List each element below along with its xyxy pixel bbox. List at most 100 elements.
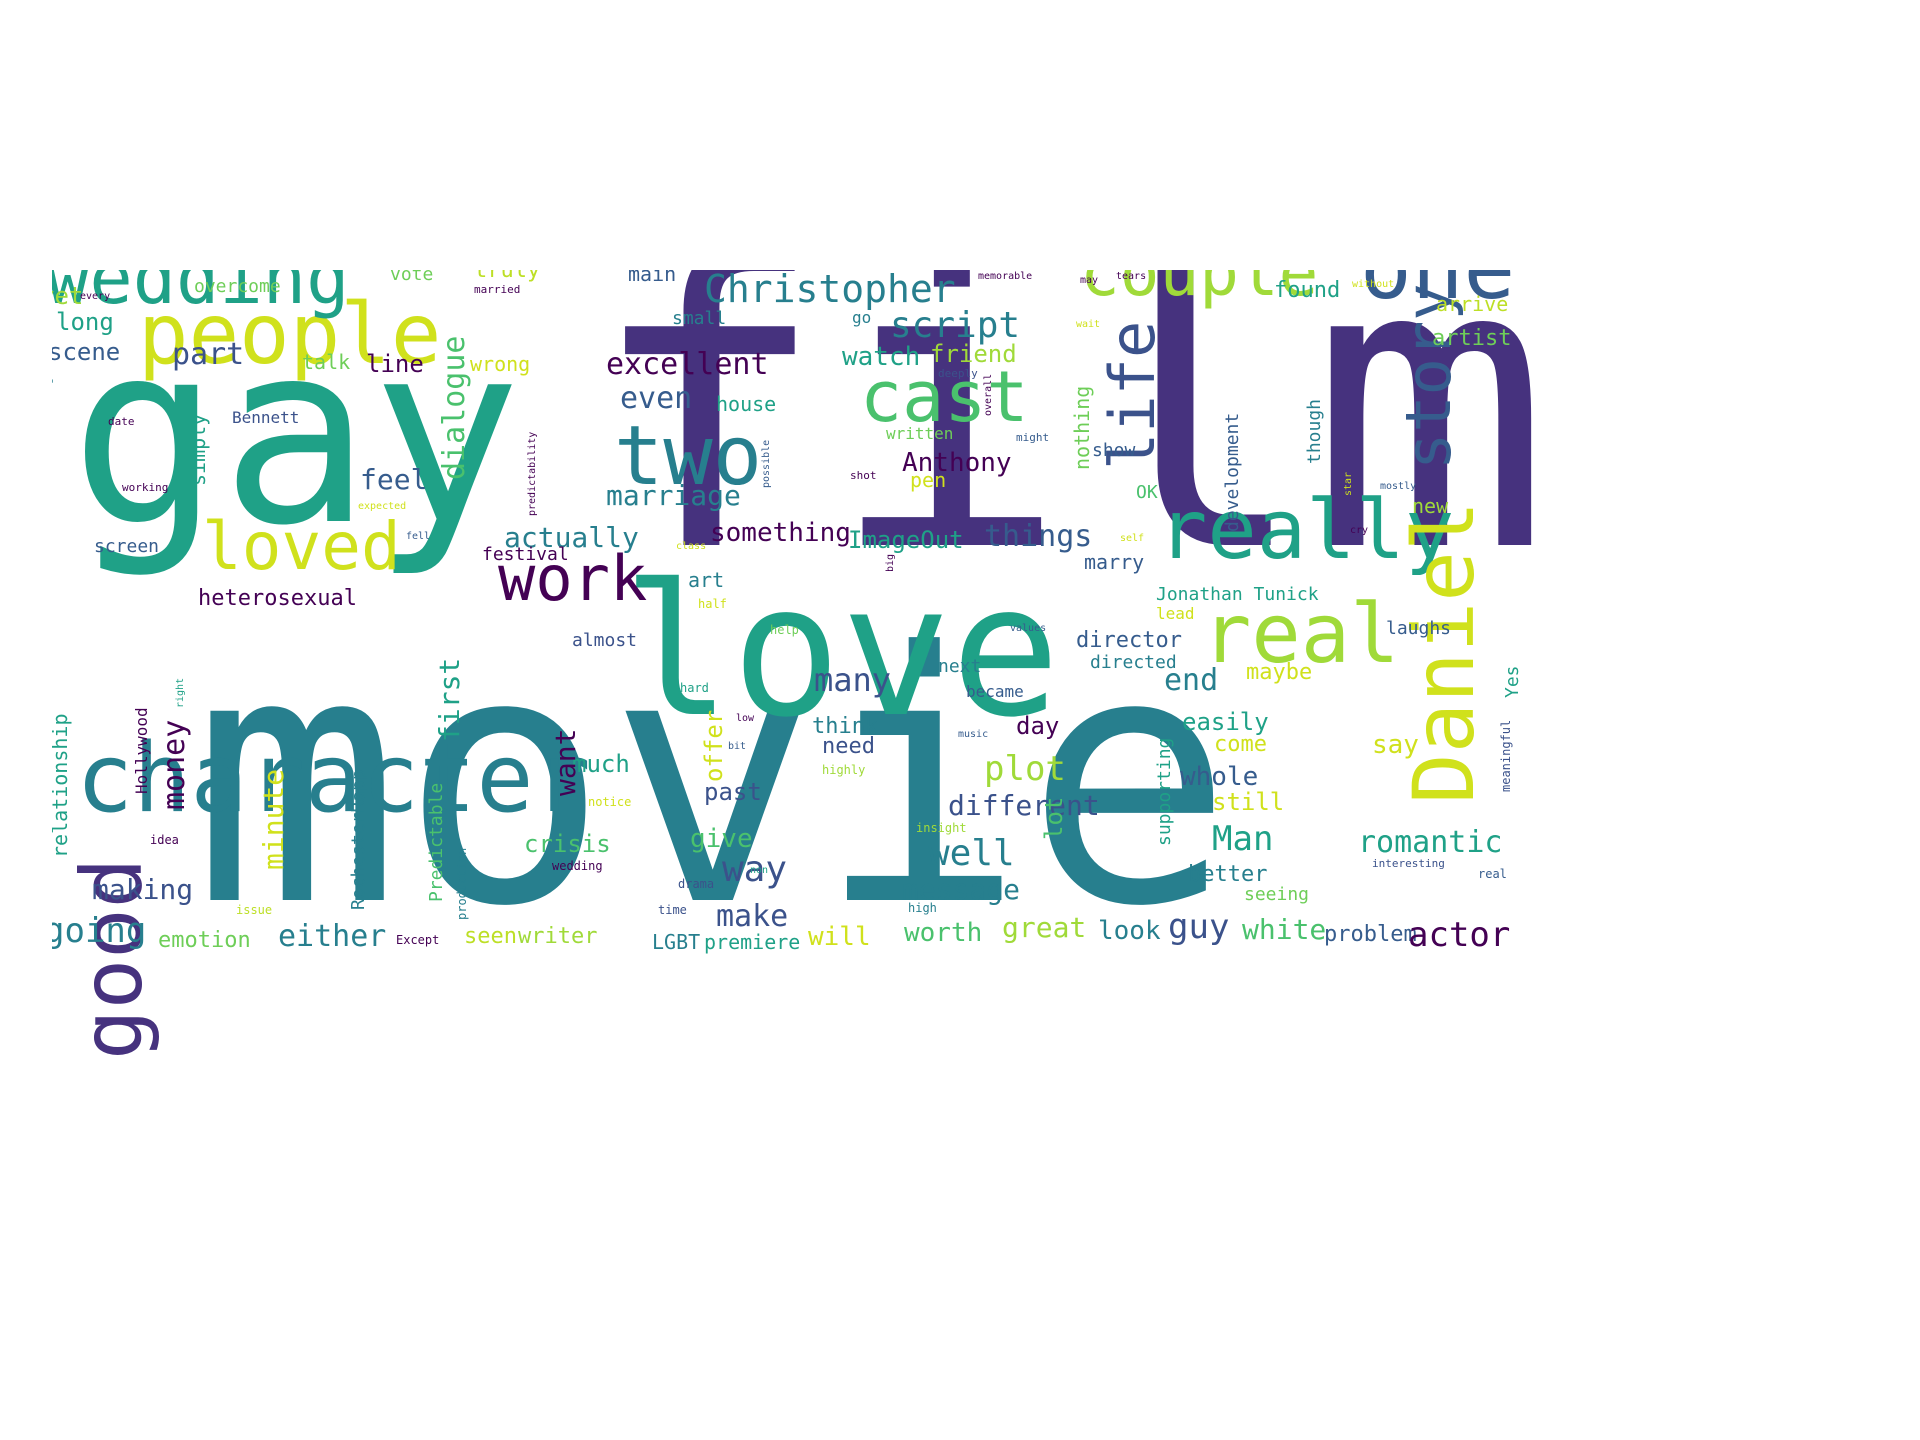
word-heterosexual: heterosexual [198, 586, 357, 611]
word-love: love [622, 545, 1061, 757]
word-memorable: memorable [978, 271, 1033, 282]
word-fell: fell [406, 531, 431, 542]
word-shot: shot [850, 469, 877, 482]
word-easily: easily [1182, 708, 1269, 736]
word-come: come [1214, 732, 1267, 757]
word-class: class [676, 541, 707, 552]
word-look: look [1098, 916, 1161, 946]
word-issue: issue [236, 903, 273, 917]
word-lead: lead [1156, 604, 1195, 623]
word-two: two [614, 409, 763, 504]
word-truly: truly [474, 270, 541, 283]
word-except: Except [396, 933, 440, 947]
word-film: film [587, 270, 1551, 640]
word-hollywood: Hollywood [132, 707, 151, 794]
word-much: much [572, 750, 630, 778]
word-want: want [549, 728, 582, 796]
word-insight: insight [916, 821, 967, 835]
word-day: day [1016, 712, 1060, 740]
word-possible: possible [761, 439, 772, 488]
word-screen: screen [94, 536, 160, 557]
word-big: big [885, 553, 896, 572]
word-actor: actor [1408, 915, 1511, 955]
word-overall: overall [983, 373, 994, 416]
word-real: real [1202, 587, 1400, 682]
word-something: something [710, 518, 851, 548]
word-avoiding: avoiding [52, 377, 54, 426]
word-maybe: maybe [1246, 660, 1313, 685]
word-supporting: supporting [1154, 737, 1175, 846]
word-house: house [716, 392, 777, 416]
word-half: half [698, 597, 727, 611]
word-vote: vote [390, 270, 434, 285]
word-though: though [1304, 398, 1325, 464]
word-emotion: emotion [158, 928, 251, 953]
word-written: written [886, 424, 954, 443]
word-offer: offer [700, 709, 728, 782]
word-whole: whole [1180, 762, 1259, 792]
word-say: say [1372, 730, 1419, 760]
word-star: star [1343, 471, 1354, 496]
word-people: people [138, 285, 442, 383]
word-married: married [474, 283, 521, 296]
word-give: give [690, 824, 753, 854]
word-laughs: laughs [1386, 618, 1452, 639]
word-minute: minute [257, 768, 290, 870]
word-make: make [716, 899, 789, 934]
word-seeing: seeing [1244, 884, 1310, 905]
word-expected: expected [358, 501, 407, 512]
word-marriage: marriage [606, 479, 741, 512]
word-talk: talk [302, 350, 351, 374]
word-show: show [1092, 440, 1136, 461]
word-first: first [433, 657, 466, 742]
word-money: money [157, 719, 192, 810]
word-became: became [966, 682, 1024, 701]
word-will: will [808, 922, 871, 952]
word-watch: watch [842, 342, 921, 372]
word-wedding-small: wedding [552, 859, 603, 873]
word-wrong: wrong [470, 352, 531, 376]
word-many: many [814, 661, 892, 699]
word-one: one [1360, 270, 1515, 312]
word-directed: directed [1090, 652, 1177, 673]
word-well: well [928, 833, 1015, 874]
word-low: low [736, 713, 755, 724]
word-main: main [628, 270, 677, 286]
word-nothing: nothing [1070, 385, 1094, 470]
word-next: next [938, 656, 982, 677]
word-problem: problem [1324, 922, 1417, 947]
word-notice: notice [588, 795, 632, 809]
word-every: every [80, 291, 111, 302]
word-ok: OK [1136, 482, 1158, 503]
word-anthony: Anthony [902, 448, 1012, 478]
word-small: small [672, 308, 727, 329]
word-festival: festival [482, 544, 569, 565]
word-things: things [984, 519, 1093, 554]
word-rochesterrapp: RochesterRapp [348, 769, 369, 910]
word-jonathan-tunick: Jonathan Tunick [1156, 584, 1319, 605]
word-almost: almost [572, 630, 638, 651]
word-lot: lot [1040, 796, 1068, 840]
word-without: without [1352, 279, 1395, 290]
word-character: character [76, 724, 591, 834]
word-time: time [658, 903, 687, 917]
word-feel: feel [360, 463, 428, 496]
word-great: great [1002, 911, 1087, 944]
word-may: may [1080, 275, 1099, 286]
word-meaningful: meaningful [1499, 719, 1513, 792]
word-deeply: deeply [938, 367, 978, 380]
word-making: making [92, 873, 194, 906]
word-romantic: romantic [1358, 825, 1503, 860]
word-writer: writer [518, 924, 598, 949]
word-might: might [1016, 431, 1050, 444]
word-pen: pen [910, 468, 947, 492]
word-director: director [1076, 628, 1182, 653]
word-highly: highly [822, 763, 866, 777]
word-hard: hard [680, 681, 709, 695]
word-marry: marry [1084, 550, 1145, 574]
word-help: help [770, 623, 799, 637]
word-non: non [750, 865, 769, 876]
word-artist: artist [1432, 326, 1512, 351]
word-still: still [1212, 788, 1285, 816]
word-friend: friend [930, 340, 1017, 368]
